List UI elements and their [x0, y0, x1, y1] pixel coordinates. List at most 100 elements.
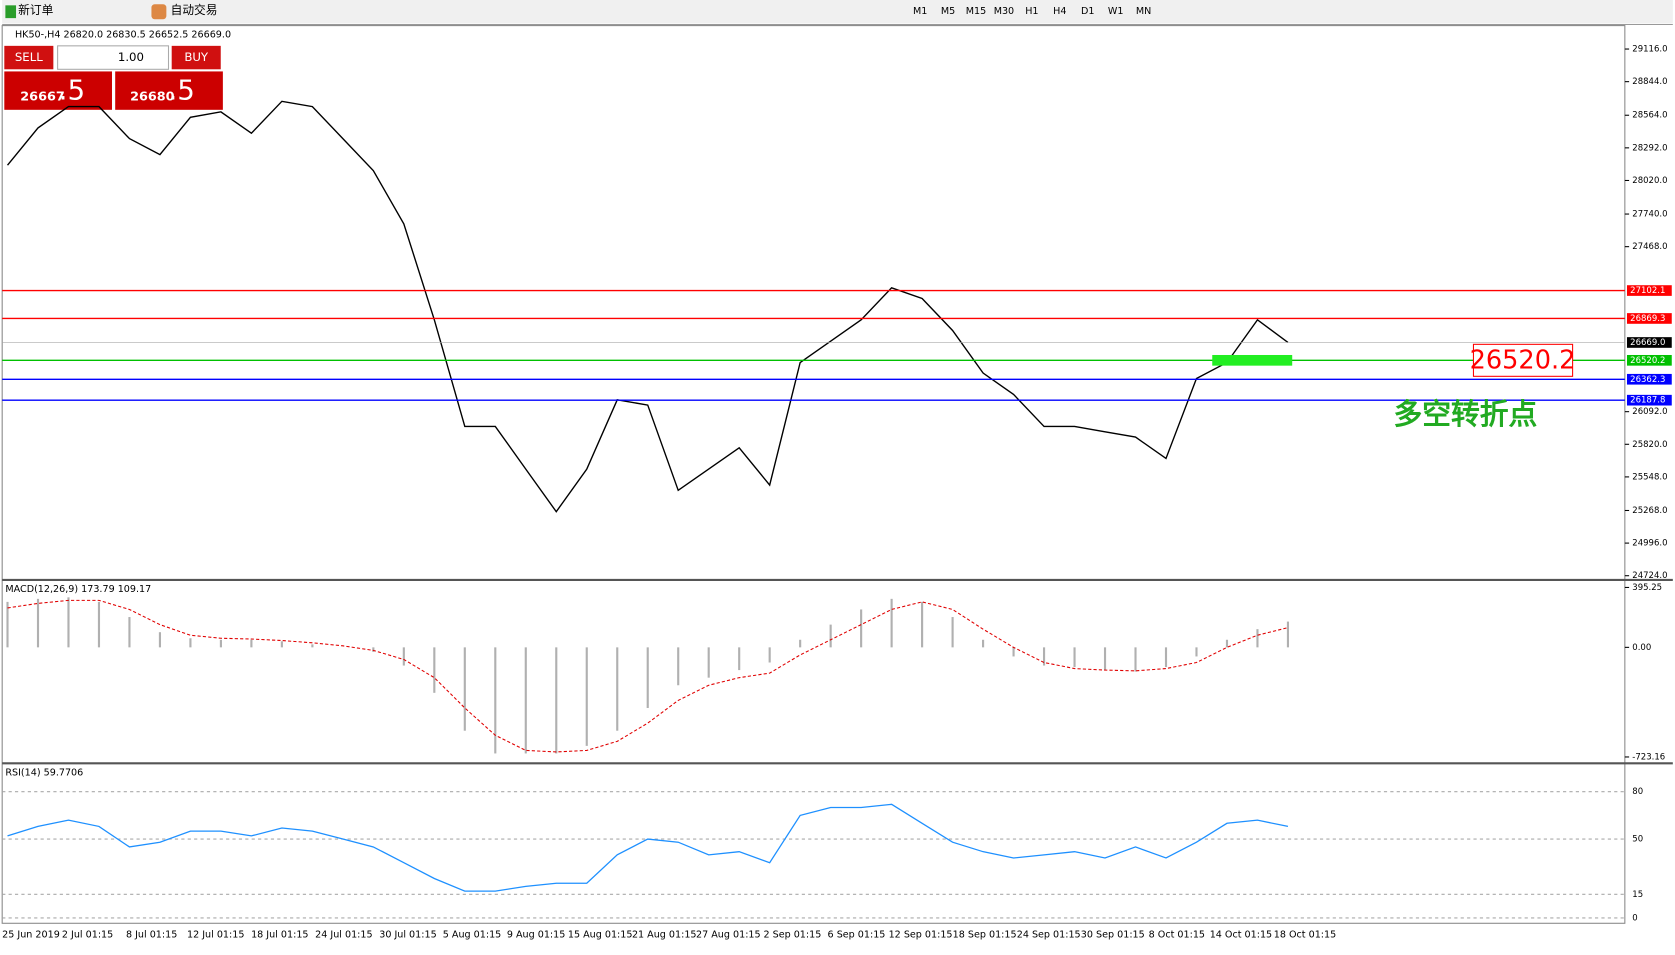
- sell-button[interactable]: [4, 45, 54, 70]
- x-tick-label: 12 Jul 01:15: [187, 930, 244, 941]
- y-tick-label: 80: [1632, 787, 1643, 797]
- trade-panel: SELL 1.00 BUY 26667 .5 26680 .5: [4, 45, 223, 110]
- y-tick-label: 28020.0: [1632, 176, 1667, 186]
- buy-label[interactable]: BUY: [184, 50, 209, 64]
- x-tick-label: 25 Jun 2019: [2, 930, 60, 941]
- macd-bar: [1225, 639, 1229, 648]
- macd-bar: [67, 597, 70, 648]
- timeframe-button[interactable]: H1: [1025, 6, 1038, 17]
- rsi-line: [7, 803, 1289, 892]
- auto-trade-icon[interactable]: [151, 4, 167, 20]
- macd-bar: [951, 617, 954, 648]
- x-tick-label: 14 Oct 01:15: [1210, 930, 1272, 941]
- macd-bar: [1195, 647, 1198, 657]
- x-tick-label: 18 Oct 01:15: [1274, 930, 1336, 941]
- macd-bar: [219, 639, 222, 648]
- macd-bar: [280, 641, 283, 648]
- toolbar: [2, 0, 1673, 24]
- level-tag: [1626, 394, 1672, 406]
- macd-bar: [311, 644, 314, 648]
- macd-bar: [738, 647, 741, 671]
- macd-bar: [189, 638, 192, 648]
- annotation-text: 多空转折点: [1393, 397, 1537, 431]
- macd-bar: [1042, 647, 1046, 666]
- macd-bar: [646, 647, 649, 708]
- x-tick-label: 9 Aug 01:15: [507, 930, 566, 941]
- ask-price[interactable]: 26680: [130, 90, 175, 105]
- lots-value[interactable]: 1.00: [118, 50, 144, 64]
- level-label: 27102.1: [1630, 286, 1665, 296]
- y-tick-label: 395.25: [1632, 583, 1662, 593]
- current-price-label: 26669.0: [1630, 338, 1665, 348]
- macd-bar: [890, 598, 893, 648]
- price-line: [6, 100, 1289, 513]
- y-tick-label: 25268.0: [1632, 506, 1667, 516]
- x-tick-label: 30 Jul 01:15: [379, 930, 436, 941]
- ask-pip[interactable]: .5: [168, 74, 194, 107]
- timeframe-button[interactable]: D1: [1081, 6, 1094, 17]
- y-tick-label: 0.00: [1632, 643, 1651, 653]
- macd-bar: [616, 647, 619, 731]
- y-tick-label: 0: [1632, 913, 1637, 923]
- current-price-tag: [1626, 337, 1672, 348]
- timeframe-button[interactable]: M5: [941, 6, 955, 17]
- macd-bar: [1012, 647, 1015, 657]
- macd-bar: [158, 632, 162, 648]
- bid-box[interactable]: [4, 71, 112, 110]
- timeframe-button[interactable]: M15: [966, 6, 986, 17]
- y-tick-label: 25548.0: [1632, 472, 1667, 482]
- macd-bar: [829, 624, 832, 648]
- timeframe-button[interactable]: W1: [1108, 6, 1124, 17]
- new-order-icon[interactable]: [5, 5, 17, 19]
- y-tick-label: 28564.0: [1632, 111, 1667, 121]
- macd-bar: [463, 647, 466, 731]
- x-tick-label: 5 Aug 01:15: [443, 930, 502, 941]
- timeframe-button[interactable]: M1: [913, 6, 927, 17]
- buy-button[interactable]: [171, 45, 221, 70]
- macd-bar: [36, 598, 40, 648]
- x-tick-label: 12 Sep 01:15: [889, 930, 953, 941]
- auto-trade-button[interactable]: 自动交易: [171, 3, 218, 17]
- macd-bar: [555, 647, 558, 754]
- x-tick-label: 8 Jul 01:15: [126, 930, 177, 941]
- level-label: 26869.3: [1630, 314, 1665, 324]
- y-tick-label: 25820.0: [1632, 440, 1667, 450]
- y-tick-label: 24996.0: [1632, 539, 1667, 549]
- x-tick-label: 27 Aug 01:15: [696, 930, 761, 941]
- x-tick-label: 24 Jul 01:15: [315, 930, 372, 941]
- y-tick-label: 28292.0: [1632, 143, 1667, 153]
- y-tick-label: 26092.0: [1632, 407, 1667, 417]
- y-tick-label: 24724.0: [1632, 571, 1667, 581]
- lots-input[interactable]: [57, 45, 170, 70]
- macd-bar: [524, 647, 527, 754]
- macd-bar: [921, 601, 924, 648]
- y-tick-label: -723.16: [1632, 752, 1665, 762]
- timeframe-button[interactable]: MN: [1136, 6, 1151, 17]
- x-tick-label: 6 Sep 01:15: [828, 930, 886, 941]
- y-tick-label: 27468.0: [1632, 242, 1667, 252]
- macd-bar: [585, 647, 588, 746]
- timeframe-button[interactable]: M30: [994, 6, 1014, 17]
- x-tick-label: 21 Aug 01:15: [632, 930, 697, 941]
- macd-bar: [250, 639, 253, 648]
- sell-label[interactable]: SELL: [15, 50, 43, 64]
- rsi-label: RSI(14) 59.7706: [5, 767, 83, 778]
- level-tag: [1626, 373, 1672, 385]
- x-tick-label: 15 Aug 01:15: [568, 930, 633, 941]
- macd-bar: [799, 639, 802, 648]
- x-tick-label: 2 Sep 01:15: [763, 930, 821, 941]
- bid-pip[interactable]: .5: [59, 74, 85, 107]
- annotation-value: 26520.2: [1470, 345, 1576, 375]
- macd-bar: [6, 601, 9, 648]
- bid-price[interactable]: 26667: [20, 90, 64, 105]
- macd-bar: [433, 647, 436, 693]
- ask-box[interactable]: [115, 71, 223, 110]
- x-tick-label: 24 Sep 01:15: [1017, 930, 1081, 941]
- annotation-box: [1472, 343, 1574, 377]
- new-order-button[interactable]: 新订单: [18, 3, 53, 17]
- macd-bar: [372, 647, 375, 652]
- macd-bar: [1256, 629, 1259, 648]
- timeframe-button[interactable]: H4: [1053, 6, 1066, 17]
- level-tag: [1626, 285, 1672, 296]
- macd-bar: [860, 609, 863, 648]
